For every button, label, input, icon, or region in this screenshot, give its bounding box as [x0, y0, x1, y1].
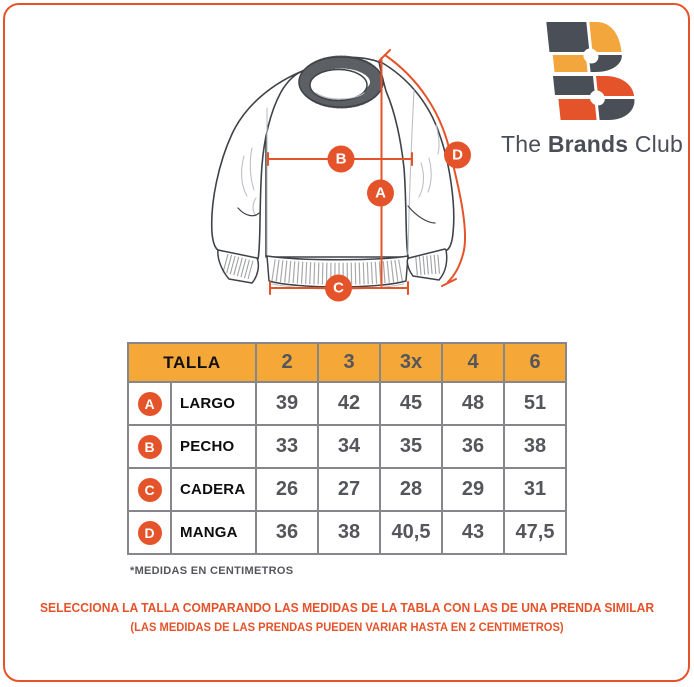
sweatshirt-illustration: [210, 55, 455, 290]
svg-text:A: A: [375, 185, 386, 202]
marker-badge-b: B: [327, 145, 355, 173]
brand-wordmark: The Brands Club: [492, 131, 692, 158]
crew-neck-collar: [298, 55, 384, 109]
cell-manga-4: 43: [441, 510, 505, 555]
row-label-pecho: PECHO: [170, 424, 257, 469]
cell-pecho-2: 33: [255, 424, 319, 469]
row-label-cadera: CADERA: [170, 467, 257, 512]
units-note: *MEDIDAS EN CENTIMETROS: [130, 565, 294, 577]
cell-pecho-3: 34: [317, 424, 381, 469]
header-cell-size-4: 4: [441, 342, 505, 383]
row-marker-cell: A: [127, 381, 172, 426]
brand-word-brands: Brands: [547, 131, 629, 157]
sweatshirt-measurement-diagram: B A C D: [210, 22, 635, 302]
marker-badge-a: A: [367, 179, 394, 207]
instruction-line-1: SELECCIONA LA TALLA COMPARANDO LAS MEDID…: [39, 600, 655, 615]
cell-largo-4: 48: [441, 381, 505, 426]
cell-cadera-2: 26: [255, 467, 319, 512]
size-table: TALLA 2 3 3x 4 6 A LARGO 39 42 45 48 51 …: [127, 342, 567, 555]
svg-text:B: B: [336, 151, 347, 168]
row-marker-cell: D: [127, 510, 172, 555]
header-cell-talla: TALLA: [127, 342, 257, 383]
svg-text:D: D: [452, 147, 463, 164]
header-cell-size-6: 6: [503, 342, 567, 383]
cell-largo-3: 42: [317, 381, 381, 426]
cell-largo-2: 39: [255, 381, 319, 426]
brand-word-the: The: [501, 131, 542, 157]
cell-cadera-4: 29: [441, 467, 505, 512]
cell-cadera-6: 31: [503, 467, 567, 512]
cell-largo-6: 51: [503, 381, 567, 426]
header-cell-size-2: 2: [255, 342, 319, 383]
cell-largo-3x: 45: [379, 381, 443, 426]
cell-manga-3: 38: [317, 510, 381, 555]
row-marker-cell: B: [127, 424, 172, 469]
table-row-cadera: C CADERA 26 27 28 29 31: [127, 467, 567, 512]
cell-pecho-4: 36: [441, 424, 505, 469]
measure-line-d: [384, 54, 467, 283]
marker-a-badge: A: [137, 391, 162, 416]
marker-d-badge: D: [137, 520, 162, 545]
row-marker-cell: C: [127, 467, 172, 512]
row-label-largo: LARGO: [170, 381, 257, 426]
header-cell-size-3: 3: [317, 342, 381, 383]
instruction-line-2: (LAS MEDIDAS DE LAS PRENDAS PUEDEN VARIA…: [130, 620, 564, 634]
marker-b-badge: B: [137, 434, 162, 459]
cell-pecho-3x: 35: [379, 424, 443, 469]
header-cell-size-3x: 3x: [379, 342, 443, 383]
row-label-manga: MANGA: [170, 510, 257, 555]
table-row-manga: D MANGA 36 38 40,5 43 47,5: [127, 510, 567, 555]
cell-manga-3x: 40,5: [379, 510, 443, 555]
fold-lines: [237, 205, 436, 224]
cell-manga-2: 36: [255, 510, 319, 555]
cell-pecho-6: 38: [503, 424, 567, 469]
size-table-header-row: TALLA 2 3 3x 4 6: [127, 342, 567, 383]
table-row-largo: A LARGO 39 42 45 48 51: [127, 381, 567, 426]
svg-text:C: C: [333, 280, 344, 297]
table-row-pecho: B PECHO 33 34 35 36 38: [127, 424, 567, 469]
marker-badge-c: C: [325, 274, 352, 302]
cell-cadera-3x: 28: [379, 467, 443, 512]
brand-logo-b-icon: [546, 22, 635, 120]
marker-c-badge: C: [137, 477, 162, 502]
brand-word-club: Club: [634, 131, 683, 157]
cell-manga-6: 47,5: [503, 510, 567, 555]
seam-lines: [241, 89, 440, 255]
marker-badge-d: D: [444, 141, 471, 169]
cell-cadera-3: 27: [317, 467, 381, 512]
